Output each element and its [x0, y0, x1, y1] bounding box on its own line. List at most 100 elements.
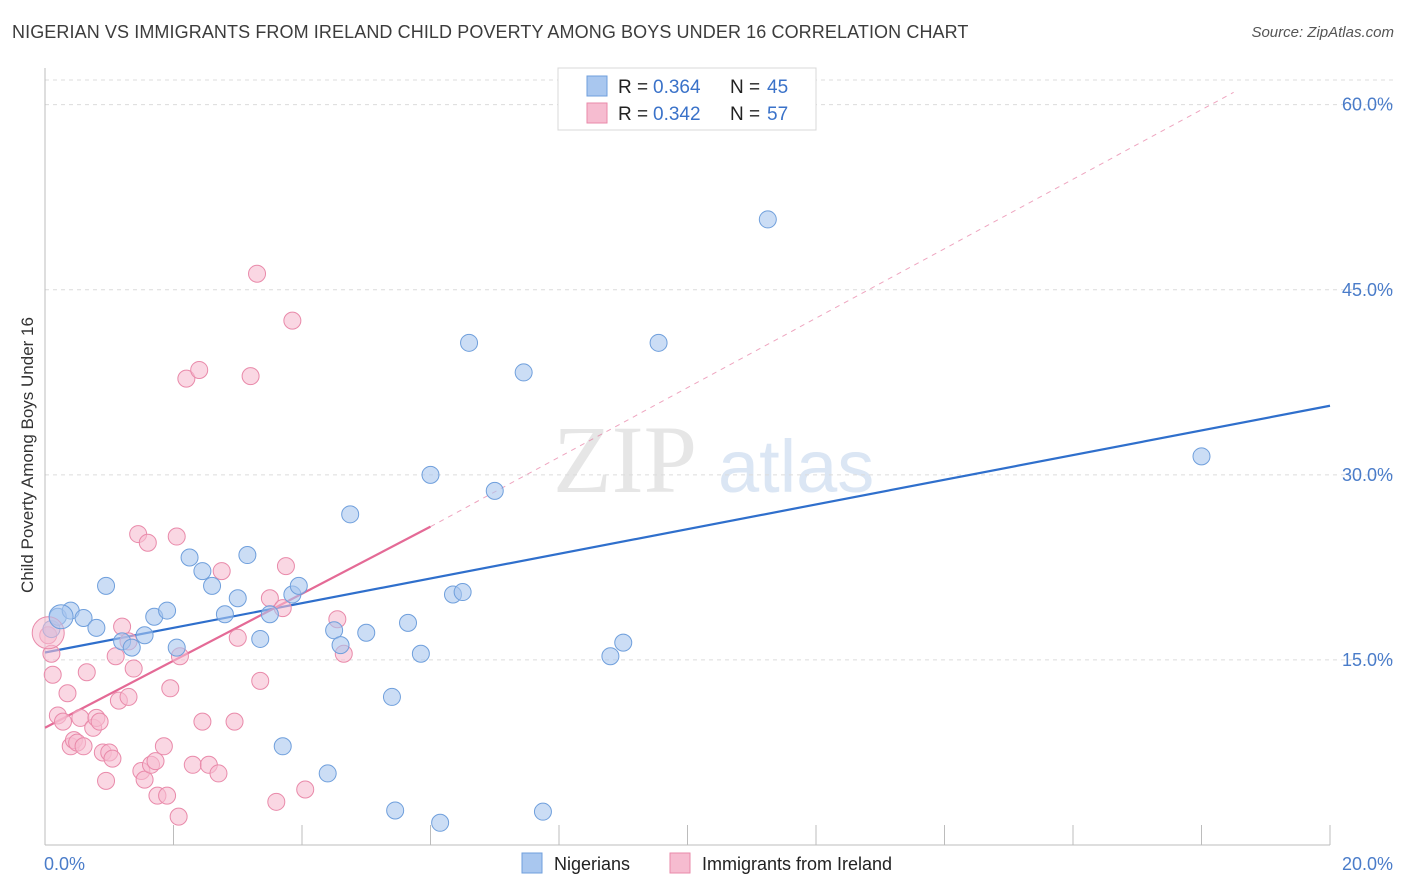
nigerian-point: [260, 605, 279, 624]
legend-n-label-2: N =: [730, 104, 760, 125]
nigerian-point: [167, 638, 186, 657]
bottom-legend-swatch-ireland: [669, 852, 691, 874]
nigerian-point: [135, 626, 154, 645]
trend-line-0: [44, 404, 1331, 654]
legend-swatch-ireland: [586, 102, 608, 124]
legend-r-label-1: R =: [618, 77, 648, 98]
nigerian-point: [758, 210, 777, 229]
series-legend: Nigerians Immigrants from Ireland: [521, 852, 892, 874]
legend-swatch-nigerians: [586, 75, 608, 97]
nigerian-point: [193, 562, 212, 581]
ireland-point: [225, 712, 244, 731]
nigerian-point: [533, 802, 552, 821]
ireland-point: [251, 671, 270, 690]
nigerian-point: [215, 605, 234, 624]
ireland-point: [169, 807, 188, 826]
ireland-point: [241, 367, 260, 386]
trend-line-1: [44, 525, 432, 729]
ireland-point: [77, 663, 96, 682]
legend-r-label-2: R =: [618, 104, 648, 125]
source-label: Source: ZipAtlas.com: [1251, 24, 1394, 41]
trend-lines: [44, 91, 1331, 729]
nigerian-point: [341, 505, 360, 524]
tick-labels: 15.0% 30.0% 45.0% 60.0% 0.0% 20.0%: [44, 95, 1393, 874]
nigerian-cluster-point: [48, 604, 74, 630]
nigerian-point: [122, 638, 141, 657]
ireland-point: [138, 533, 157, 552]
nigerian-point: [228, 589, 247, 608]
nigerian-point: [601, 647, 620, 666]
axes: [44, 68, 1331, 846]
legend-n-value-2: 57: [767, 104, 788, 125]
nigerian-point: [87, 618, 106, 637]
chart-title: NIGERIAN VS IMMIGRANTS FROM IRELAND CHIL…: [12, 22, 969, 42]
nigerian-point: [74, 608, 93, 627]
ireland-point: [158, 786, 177, 805]
x-tick-label: 20.0%: [1342, 854, 1393, 874]
ireland-point: [90, 712, 109, 731]
bottom-legend-swatch-nigerians: [521, 852, 543, 874]
ireland-point: [135, 770, 154, 789]
ireland-point: [296, 780, 315, 799]
y-axis-label: Child Poverty Among Boys Under 16: [18, 317, 37, 593]
nigerian-point: [460, 333, 479, 352]
nigerian-point: [399, 613, 418, 632]
nigerian-point: [357, 623, 376, 642]
nigerian-point: [386, 801, 405, 820]
nigerian-point: [431, 813, 450, 832]
bottom-legend-label-ireland: Immigrants from Ireland: [702, 854, 892, 874]
legend-n-label-1: N =: [730, 77, 760, 98]
ireland-point: [267, 792, 286, 811]
x-tick-label: 0.0%: [44, 854, 85, 874]
ireland-point: [190, 360, 209, 379]
bottom-legend-label-nigerians: Nigerians: [554, 854, 630, 874]
nigerian-point: [97, 576, 116, 595]
ireland-point: [119, 687, 138, 706]
nigerian-point: [203, 576, 222, 595]
nigerian-point: [158, 601, 177, 620]
nigerian-point: [318, 764, 337, 783]
ireland-point: [124, 659, 143, 678]
trend-line-dashed-1: [430, 91, 1234, 528]
nigerian-point: [382, 687, 401, 706]
ireland-point: [177, 369, 196, 388]
nigerian-point: [411, 644, 430, 663]
ireland-point: [167, 527, 186, 546]
nigerian-point: [485, 481, 504, 500]
y-tick-label: 15.0%: [1342, 650, 1393, 670]
ireland-point: [193, 712, 212, 731]
y-tick-label: 30.0%: [1342, 465, 1393, 485]
data-points: [31, 210, 1211, 832]
ireland-point: [53, 712, 72, 731]
ireland-point: [209, 764, 228, 783]
watermark-atlas: atlas: [718, 425, 874, 508]
nigerian-point: [514, 363, 533, 382]
ireland-point: [283, 311, 302, 330]
ireland-point: [248, 264, 267, 283]
nigerian-point: [331, 636, 350, 655]
nigerian-point: [289, 576, 308, 595]
nigerian-point: [1192, 447, 1211, 466]
ireland-point: [106, 647, 125, 666]
y-tick-label: 45.0%: [1342, 280, 1393, 300]
nigerian-point: [180, 548, 199, 567]
ireland-point: [276, 557, 295, 576]
legend-r-value-2: 0.342: [653, 104, 701, 125]
stats-legend: R = 0.364 N = 45 R = 0.342 N = 57: [557, 67, 817, 131]
ireland-point: [161, 679, 180, 698]
nigerian-point: [421, 465, 440, 484]
nigerian-point: [453, 583, 472, 602]
watermark-zip: ZIP: [553, 406, 697, 513]
nigerian-point: [649, 333, 668, 352]
ireland-point: [43, 665, 62, 684]
ireland-point: [146, 752, 165, 771]
legend-n-value-1: 45: [767, 77, 788, 98]
ireland-point: [183, 755, 202, 774]
y-tick-label: 60.0%: [1342, 95, 1393, 115]
legend-r-value-1: 0.364: [653, 77, 701, 98]
ireland-point: [228, 628, 247, 647]
ireland-point: [103, 749, 122, 768]
nigerian-point: [325, 621, 344, 640]
ireland-point: [58, 684, 77, 703]
